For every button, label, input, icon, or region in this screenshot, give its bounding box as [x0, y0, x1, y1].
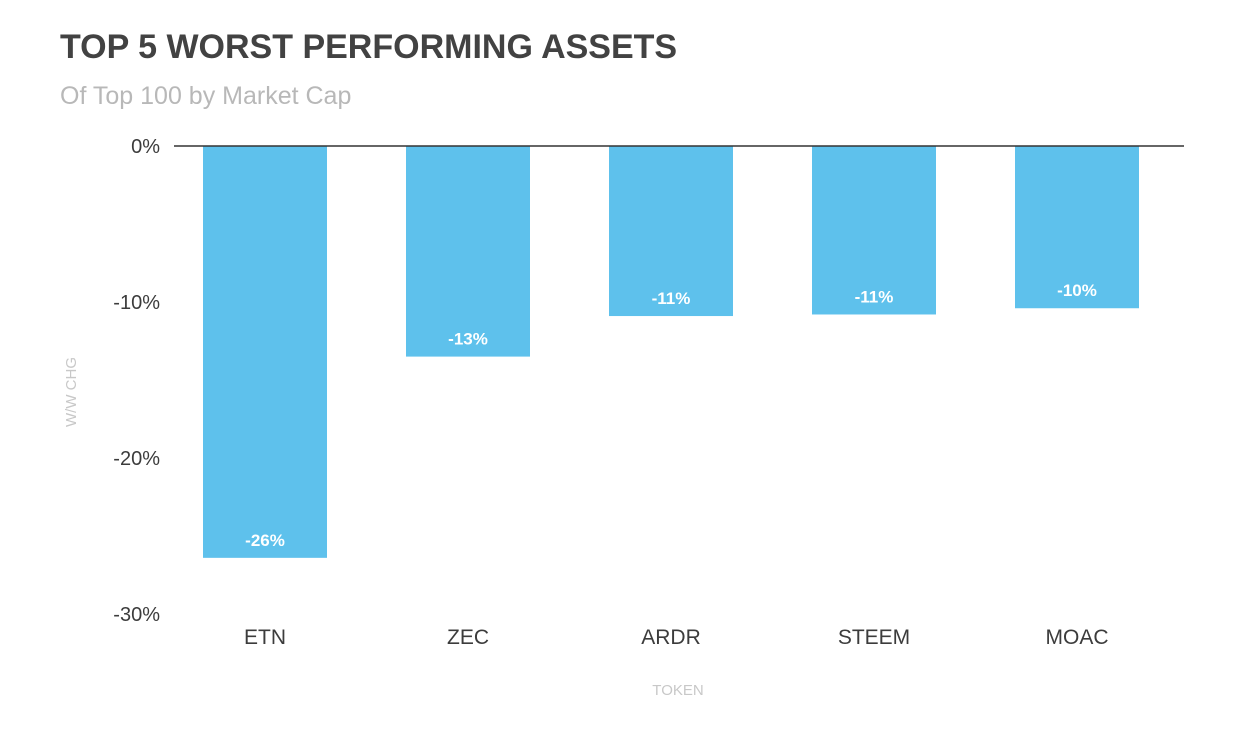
data-label-steem: -11% — [855, 287, 894, 306]
data-label-moac: -10% — [1057, 281, 1097, 300]
chart-subtitle: Of Top 100 by Market Cap — [60, 82, 352, 110]
data-label-etn: -26% — [245, 531, 285, 550]
bar-steem — [812, 146, 936, 315]
bar-ardr — [609, 146, 733, 317]
category-label-ardr: ARDR — [641, 626, 701, 649]
y-axis-ticks: 0% -10% -20% -30% — [113, 136, 160, 626]
bars-layer — [203, 146, 1139, 558]
y-tick-label: 0% — [131, 136, 160, 158]
data-labels: -26% -13% -11% -11% -10% — [245, 281, 1097, 550]
bar-zec — [406, 146, 530, 357]
category-label-moac: MOAC — [1046, 626, 1109, 649]
y-axis-title: W/W CHG — [63, 357, 80, 427]
category-label-zec: ZEC — [447, 626, 489, 649]
y-tick-label: -10% — [113, 292, 160, 314]
y-tick-label: -30% — [113, 604, 160, 626]
chart-title: TOP 5 WORST PERFORMING ASSETS — [60, 28, 678, 66]
x-axis-categories: ETN ZEC ARDR STEEM MOAC — [244, 626, 1109, 649]
data-label-zec: -13% — [448, 330, 488, 349]
data-label-ardr: -11% — [652, 289, 691, 308]
category-label-etn: ETN — [244, 626, 286, 649]
x-axis-title: TOKEN — [652, 682, 703, 699]
bar-moac — [1015, 146, 1139, 309]
bar-etn — [203, 146, 327, 558]
y-tick-label: -20% — [113, 448, 160, 470]
category-label-steem: STEEM — [838, 626, 910, 649]
